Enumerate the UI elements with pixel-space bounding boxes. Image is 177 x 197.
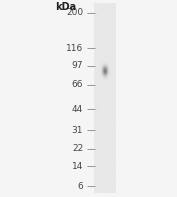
Text: 200: 200	[66, 8, 83, 17]
Text: 22: 22	[72, 144, 83, 153]
Text: 14: 14	[72, 162, 83, 171]
Text: 44: 44	[72, 105, 83, 114]
Text: 31: 31	[72, 125, 83, 135]
Text: 116: 116	[66, 44, 83, 53]
Text: 97: 97	[72, 61, 83, 71]
Text: 6: 6	[78, 182, 83, 191]
Text: 66: 66	[72, 80, 83, 89]
Text: kDa: kDa	[55, 2, 76, 12]
